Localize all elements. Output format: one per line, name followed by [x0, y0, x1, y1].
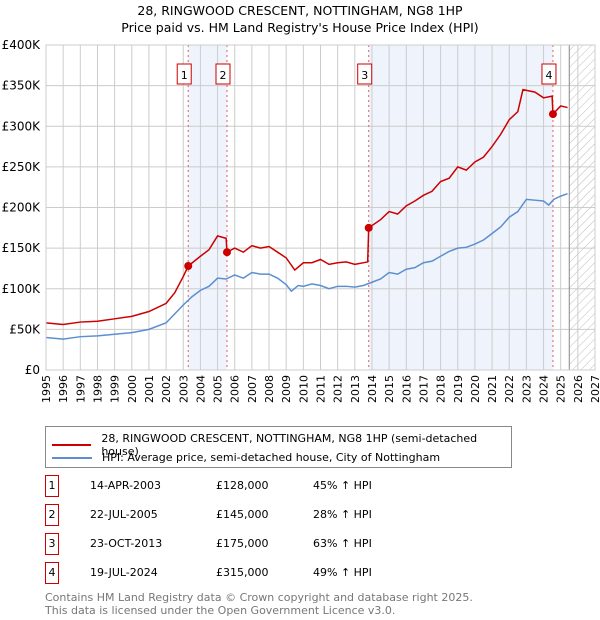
sale-date: 22-JUL-2005: [90, 508, 158, 521]
sale-hpi-diff: 45% ↑ HPI: [313, 479, 372, 492]
sale-price: £145,000: [216, 508, 269, 521]
x-tick-label: 2022: [503, 375, 516, 403]
legend-swatch-blue: [52, 456, 92, 459]
sale-price: £128,000: [216, 479, 269, 492]
chart-subtitle: Price paid vs. HM Land Registry's House …: [121, 20, 479, 35]
x-tick-label: 2000: [126, 375, 139, 403]
sale-row: 3 23-OCT-2013 £175,000 63% ↑ HPI: [45, 533, 545, 555]
sale-label: 2: [219, 69, 226, 82]
x-tick-label: 2027: [589, 375, 600, 403]
sale-date: 23-OCT-2013: [90, 537, 163, 550]
x-tick-label: 2010: [297, 375, 310, 403]
x-tick-label: 2016: [400, 375, 413, 403]
legend-label: 28, RINGWOOD CRESCENT, NOTTINGHAM, NG8 1…: [101, 432, 478, 458]
x-tick-label: 2015: [383, 375, 396, 403]
sale-marker-box: 3: [45, 533, 59, 555]
x-tick-label: 2019: [452, 375, 465, 403]
y-tick-label: £0: [25, 363, 40, 377]
x-tick-label: 1996: [57, 375, 70, 403]
sale-date: 19-JUL-2024: [90, 566, 158, 579]
sale-label-box: [541, 63, 557, 85]
sale-marker-box: 4: [45, 562, 59, 584]
x-tick-label: 2017: [417, 375, 430, 403]
x-tick-label: 2005: [212, 375, 225, 403]
x-tick-label: 1995: [40, 375, 53, 403]
sale-label-box: [176, 63, 192, 85]
x-tick-label: 2008: [263, 375, 276, 403]
sale-price: £315,000: [216, 566, 269, 579]
sale-point: [184, 262, 193, 270]
series-line: [45, 88, 568, 326]
x-tick-label: 2026: [572, 375, 585, 403]
y-tick-label: £300K: [2, 119, 42, 133]
sale-price: £175,000: [216, 537, 269, 550]
x-tick-label: 2024: [538, 375, 551, 403]
sale-hpi-diff: 28% ↑ HPI: [313, 508, 372, 521]
x-tick-label: 2002: [160, 375, 173, 403]
plot-border: [45, 44, 596, 371]
y-tick-label: £150K: [2, 241, 42, 255]
chart-title: 28, RINGWOOD CRESCENT, NOTTINGHAM, NG8 1…: [137, 3, 463, 18]
series-line: [45, 192, 568, 340]
y-tick-label: £350K: [2, 79, 42, 93]
sale-label: 4: [545, 69, 552, 82]
footer: Contains HM Land Registry data © Crown c…: [45, 591, 473, 617]
x-tick-label: 2003: [177, 375, 190, 403]
sale-label: 3: [361, 69, 368, 82]
y-tick-label: £200K: [2, 201, 42, 215]
legend: 28, RINGWOOD CRESCENT, NOTTINGHAM, NG8 1…: [45, 426, 512, 468]
sale-hpi-diff: 49% ↑ HPI: [313, 566, 372, 579]
sale-point: [548, 110, 557, 119]
x-tick-label: 1998: [91, 375, 104, 403]
x-tick-label: 1997: [74, 375, 87, 403]
x-tick-label: 2018: [435, 375, 448, 403]
x-tick-label: 2013: [349, 375, 362, 403]
sale-label-box: [215, 63, 231, 85]
legend-item-property: 28, RINGWOOD CRESCENT, NOTTINGHAM, NG8 1…: [52, 432, 511, 458]
x-tick-label: 2004: [194, 375, 207, 403]
y-tick-label: £100K: [2, 282, 42, 296]
footer-line: This data is licensed under the Open Gov…: [45, 604, 396, 617]
x-tick-label: 2025: [555, 375, 568, 403]
x-tick-label: 2009: [280, 375, 293, 403]
x-tick-label: 2012: [332, 375, 345, 403]
x-tick-label: 2007: [246, 375, 259, 403]
legend-swatch-red: [52, 444, 92, 446]
y-tick-label: £250K: [2, 160, 42, 174]
sale-row: 1 14-APR-2003 £128,000 45% ↑ HPI: [45, 475, 545, 497]
sale-label: 1: [181, 69, 188, 82]
sale-date: 14-APR-2003: [90, 479, 162, 492]
sale-marker-box: 2: [45, 504, 59, 526]
x-tick-label: 2014: [366, 375, 379, 403]
sale-marker-box: 1: [45, 475, 59, 497]
x-tick-label: 1999: [109, 375, 122, 403]
legend-item-hpi: HPI: Average price, semi-detached house,…: [52, 451, 440, 464]
sale-hpi-diff: 63% ↑ HPI: [313, 537, 372, 550]
x-tick-label: 2020: [469, 375, 482, 403]
x-tick-label: 2023: [520, 375, 533, 403]
footer-line: Contains HM Land Registry data © Crown c…: [45, 591, 473, 604]
sale-label-box: [357, 63, 373, 85]
x-tick-label: 2021: [486, 375, 499, 403]
sale-point: [364, 223, 373, 232]
y-tick-label: £400K: [2, 38, 42, 52]
x-tick-label: 2001: [143, 375, 156, 403]
y-tick-label: £50K: [9, 322, 41, 336]
x-tick-label: 2011: [315, 375, 328, 403]
sale-row: 4 19-JUL-2024 £315,000 49% ↑ HPI: [45, 562, 545, 584]
plot-area: 1995 1996 1997 1998 1999 2000 2001 2002 2003 2004…: [2, 38, 600, 403]
sale-row: 2 22-JUL-2005 £145,000 28% ↑ HPI: [45, 504, 545, 526]
legend-label: HPI: Average price, semi-detached house,…: [102, 451, 441, 464]
sale-point: [222, 248, 231, 257]
x-tick-label: 2006: [229, 375, 242, 403]
